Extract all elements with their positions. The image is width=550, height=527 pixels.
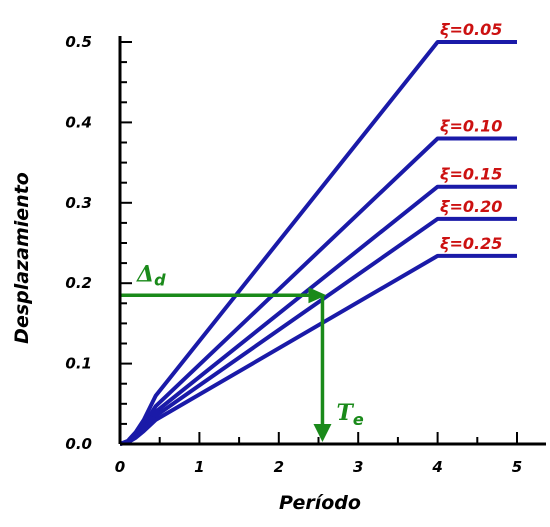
x-tick-label: 4 — [431, 458, 442, 476]
x-tick-label: 3 — [353, 458, 363, 476]
series-label-1: ξ=0.05 — [440, 20, 502, 39]
y-tick-label: 0.1 — [65, 355, 92, 373]
y-tick-label: 0.5 — [65, 33, 92, 51]
x-tick-label: 5 — [512, 458, 522, 476]
te-label: Te — [336, 400, 363, 429]
series-layer — [119, 40, 517, 446]
delta-d-label: Δd — [136, 261, 166, 289]
delta-d-subscript: d — [154, 270, 166, 289]
x-tick-label: 0 — [115, 458, 125, 476]
series-label-5: ξ=0.25 — [440, 234, 502, 253]
series-label-4: ξ=0.20 — [440, 197, 502, 216]
series-label-3: ξ=0.15 — [440, 165, 502, 184]
x-tick-label: 1 — [194, 458, 204, 476]
axes-layer — [118, 36, 546, 446]
te-subscript: e — [353, 410, 364, 429]
y-tick-label: 0.2 — [65, 274, 92, 292]
te-arrowhead — [313, 424, 332, 442]
delta-d-arrowhead — [308, 287, 327, 304]
delta-d-symbol: Δ — [136, 261, 154, 287]
y-tick-label: 0.0 — [65, 435, 92, 453]
x-axis-title: Período — [279, 492, 361, 514]
x-tick-label: 2 — [274, 458, 284, 476]
y-tick-label: 0.4 — [65, 113, 92, 131]
te-symbol: T — [336, 400, 354, 426]
annotation-layer — [120, 287, 332, 442]
series-line-5 — [119, 253, 517, 446]
label-layer: ξ=0.05 ξ=0.10 ξ=0.15 ξ=0.20 ξ=0.25 Δd Te 0.0 0.1… — [11, 20, 522, 514]
y-tick-label: 0.3 — [65, 194, 92, 212]
series-label-2: ξ=0.10 — [440, 116, 502, 135]
y-axis-title: Desplazamiento — [11, 172, 33, 344]
